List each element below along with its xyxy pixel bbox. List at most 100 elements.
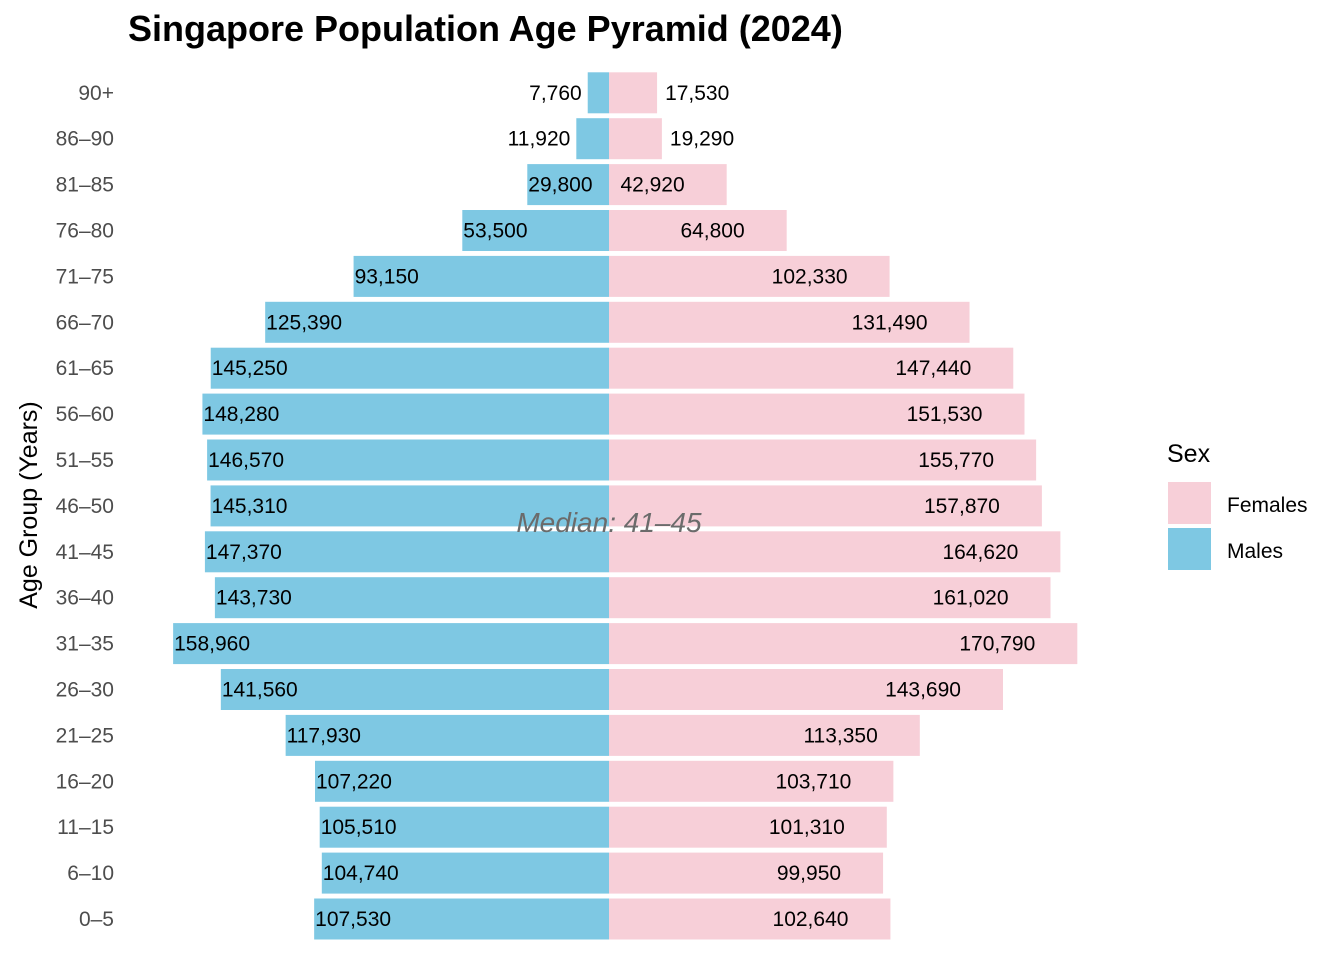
y-tick-label: 51–55 xyxy=(56,449,114,472)
female-data-label: 155,770 xyxy=(918,449,994,472)
female-data-label: 99,950 xyxy=(777,862,841,885)
male-bar xyxy=(204,531,610,573)
female-data-label: 157,870 xyxy=(924,495,1000,518)
female-bar xyxy=(609,118,662,160)
male-data-label: 146,570 xyxy=(208,449,284,472)
chart-title: Singapore Population Age Pyramid (2024) xyxy=(128,8,843,49)
female-data-label: 164,620 xyxy=(942,541,1018,564)
male-bar xyxy=(587,72,609,114)
legend: Sex Females Males xyxy=(1167,440,1308,570)
y-tick-label: 6–10 xyxy=(67,862,114,885)
male-data-label: 158,960 xyxy=(174,633,250,656)
female-bar xyxy=(609,164,727,206)
bars-layer xyxy=(173,72,1078,940)
female-data-label: 19,290 xyxy=(670,128,734,151)
female-data-label: 42,920 xyxy=(620,174,684,197)
male-bar xyxy=(173,623,609,665)
female-data-label: 17,530 xyxy=(665,82,729,105)
y-axis-label: Age Group (Years) xyxy=(15,401,43,609)
female-data-label: 131,490 xyxy=(852,311,928,334)
female-bar xyxy=(609,439,1037,481)
legend-label-males: Males xyxy=(1227,540,1283,563)
male-bar xyxy=(314,898,609,940)
legend-label-females: Females xyxy=(1227,494,1308,517)
data-labels-layer: 107,530 102,640 104,740 99,950 105,510 101,31… xyxy=(174,82,1035,931)
y-tick-label: 71–75 xyxy=(56,265,114,288)
legend-swatch-females xyxy=(1168,482,1211,524)
male-bar xyxy=(207,439,610,481)
y-tick-label: 41–45 xyxy=(56,541,114,564)
female-bar xyxy=(609,301,970,343)
male-data-label: 11,920 xyxy=(508,128,571,151)
female-bar xyxy=(609,852,884,894)
female-data-label: 143,690 xyxy=(885,679,961,702)
male-bar xyxy=(319,806,609,848)
median-annotation: Median: 41–45 xyxy=(516,507,702,538)
male-data-label: 145,310 xyxy=(212,495,288,518)
male-data-label: 104,740 xyxy=(323,862,399,885)
y-tick-label: 56–60 xyxy=(56,403,114,426)
male-bar xyxy=(576,118,609,160)
female-bar xyxy=(609,760,894,802)
y-tick-label: 31–35 xyxy=(56,633,114,656)
female-bar xyxy=(609,531,1061,573)
y-tick-label: 16–20 xyxy=(56,770,114,793)
female-bar xyxy=(609,669,1003,710)
female-data-label: 161,020 xyxy=(933,587,1009,610)
female-bar xyxy=(609,210,787,251)
female-data-label: 170,790 xyxy=(959,633,1035,656)
female-bar xyxy=(609,623,1078,665)
female-data-label: 147,440 xyxy=(895,357,971,380)
male-data-label: 107,220 xyxy=(316,770,392,793)
male-data-label: 117,930 xyxy=(287,724,361,747)
female-bar xyxy=(609,393,1025,435)
male-bar xyxy=(462,210,609,251)
female-data-label: 102,640 xyxy=(773,908,849,931)
female-data-label: 113,350 xyxy=(803,724,877,747)
y-tick-label: 66–70 xyxy=(56,311,114,334)
male-bar xyxy=(210,485,609,527)
y-tick-label: 36–40 xyxy=(56,587,114,610)
female-data-label: 101,310 xyxy=(769,816,845,839)
male-bar xyxy=(315,760,609,802)
female-data-label: 64,800 xyxy=(680,220,744,243)
y-tick-label: 11–15 xyxy=(57,816,114,839)
male-data-label: 53,500 xyxy=(463,220,527,243)
legend-title: Sex xyxy=(1167,440,1211,468)
y-axis-ticks: 0–5 6–10 11–15 16–20 21–25 26–30 31–35 36–40 41–… xyxy=(56,82,114,931)
male-data-label: 141,560 xyxy=(222,679,298,702)
male-data-label: 93,150 xyxy=(355,265,419,288)
male-bar xyxy=(210,347,610,389)
y-tick-label: 76–80 xyxy=(56,220,114,243)
male-bar xyxy=(214,577,609,619)
male-bar xyxy=(321,852,609,894)
female-bar xyxy=(609,806,887,848)
male-data-label: 125,390 xyxy=(266,311,342,334)
legend-swatch-males xyxy=(1168,528,1211,570)
y-tick-label: 86–90 xyxy=(56,128,114,151)
male-data-label: 143,730 xyxy=(216,587,292,610)
male-bar xyxy=(202,393,609,435)
male-bar xyxy=(353,255,609,297)
female-bar xyxy=(609,255,890,297)
y-tick-label: 90+ xyxy=(78,82,114,105)
male-bar xyxy=(527,164,609,206)
male-data-label: 29,800 xyxy=(528,174,592,197)
y-tick-label: 46–50 xyxy=(56,495,114,518)
female-bar xyxy=(609,577,1051,619)
y-tick-label: 26–30 xyxy=(56,679,114,702)
y-tick-label: 81–85 xyxy=(56,174,114,197)
male-bar xyxy=(285,714,609,756)
male-data-label: 7,760 xyxy=(529,82,582,105)
female-data-label: 102,330 xyxy=(772,265,848,288)
male-data-label: 148,280 xyxy=(203,403,279,426)
female-data-label: 151,530 xyxy=(907,403,983,426)
male-bar xyxy=(220,669,610,710)
y-tick-label: 61–65 xyxy=(56,357,114,380)
female-bar xyxy=(609,72,658,114)
male-data-label: 105,510 xyxy=(321,816,397,839)
female-data-label: 103,710 xyxy=(775,770,851,793)
male-data-label: 145,250 xyxy=(212,357,288,380)
male-data-label: 147,370 xyxy=(206,541,282,564)
